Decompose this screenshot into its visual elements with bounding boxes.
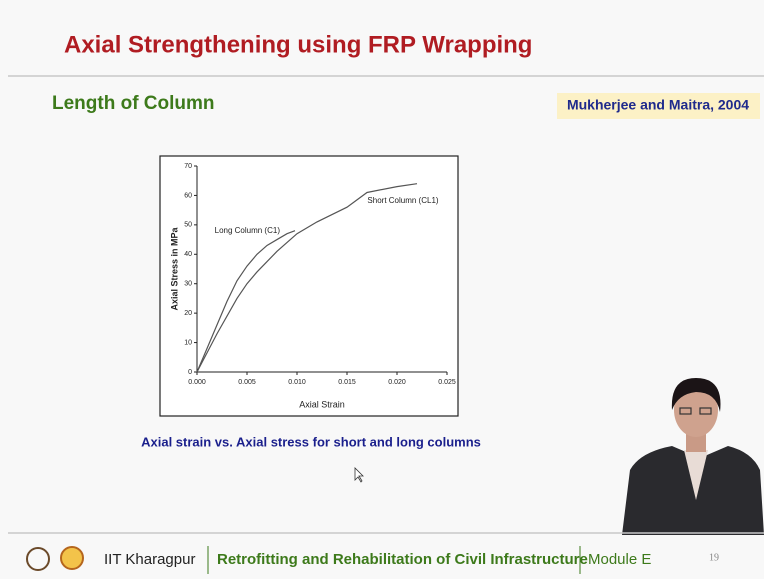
y-tick-label: 70 <box>184 163 192 170</box>
footer-course: Retrofitting and Rehabilitation of Civil… <box>217 551 588 568</box>
presenter-video <box>622 378 764 535</box>
x-tick-label: 0.015 <box>338 379 356 386</box>
x-tick-label: 0.000 <box>188 379 206 386</box>
y-tick-label: 0 <box>188 369 192 376</box>
subtitle: Length of Column <box>52 93 215 114</box>
y-tick-label: 50 <box>184 222 192 229</box>
x-axis-label: Axial Strain <box>299 399 345 409</box>
x-tick-label: 0.025 <box>438 379 456 386</box>
footer-institute: IIT Kharagpur <box>104 551 195 568</box>
y-tick-label: 30 <box>184 281 192 288</box>
series-label: Short Column (CL1) <box>367 196 438 205</box>
reference: Mukherjee and Maitra, 2004 <box>567 97 749 113</box>
chart: 0 10 20 30 40 50 60 70 0.000 0.005 0.010 0.015 0.020… <box>169 163 455 410</box>
y-tick-label: 60 <box>184 192 192 199</box>
y-tick-label: 40 <box>184 251 192 258</box>
series-label: Long Column (C1) <box>215 226 281 235</box>
iit-logo <box>26 547 50 571</box>
chart-frame <box>159 155 459 417</box>
y-tick-label: 10 <box>184 339 192 346</box>
nptel-logo <box>60 546 84 570</box>
y-tick-label: 20 <box>184 310 192 317</box>
x-tick-label: 0.005 <box>238 379 256 386</box>
x-tick-label: 0.020 <box>388 379 406 386</box>
y-axis-label: Axial Stress in MPa <box>169 226 179 310</box>
cursor <box>354 467 364 483</box>
series-line <box>196 230 296 373</box>
caption: Axial strain vs. Axial stress for short … <box>141 434 481 449</box>
footer-module: Module E <box>588 551 651 568</box>
x-tick-label: 0.010 <box>288 379 306 386</box>
page-number: 19 <box>709 552 719 563</box>
series-line <box>196 183 418 373</box>
reference-box <box>557 93 760 119</box>
slide-title: Axial Strengthening using FRP Wrapping <box>64 31 532 58</box>
